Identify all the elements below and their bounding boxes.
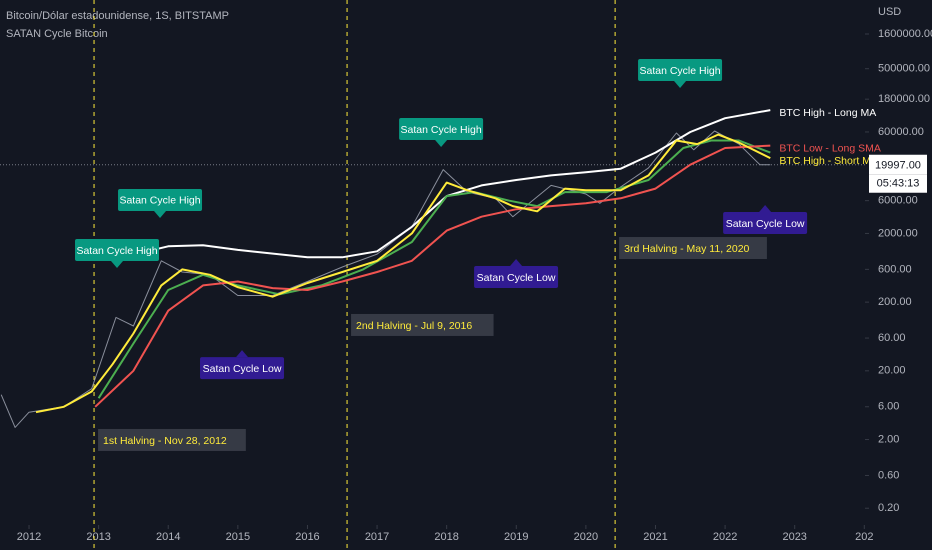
y-tick-label: 20.00 — [878, 365, 906, 377]
x-tick-label: 2014 — [156, 531, 180, 543]
x-tick-label: 2018 — [434, 531, 458, 543]
cycle-high-box — [638, 58, 723, 81]
y-tick-label: 6.00 — [878, 401, 899, 413]
y-tick-label: 1600000.00 — [878, 28, 932, 40]
halving-text: 3rd Halving - May 11, 2020 — [624, 243, 749, 255]
x-tick-label: 2023 — [782, 531, 806, 543]
indicator-title: SATAN Cycle Bitcoin — [6, 28, 108, 40]
halving-box — [619, 237, 767, 260]
x-tick-label: 2019 — [504, 531, 528, 543]
cycle-high-text: Satan Cycle High — [639, 65, 720, 77]
cycle-low-box — [474, 265, 559, 288]
x-tick-label: 2022 — [713, 531, 737, 543]
series-label: BTC High - Short MA — [779, 155, 878, 167]
halving-box — [351, 313, 494, 336]
y-tick-label: 200.00 — [878, 296, 912, 308]
ma-line — [97, 139, 771, 399]
ma-line — [94, 144, 771, 408]
plot-area — [0, 0, 865, 550]
cycle-low-text: Satan Cycle Low — [726, 218, 805, 230]
x-tick-label: 2017 — [365, 531, 389, 543]
x-tick-label: 2020 — [574, 531, 598, 543]
cycle-high-text: Satan Cycle High — [119, 195, 200, 207]
symbol-title: Bitcoin/Dólar estadounidense, 1S, BITSTA… — [6, 10, 229, 22]
cycle-low-pointer — [759, 204, 772, 212]
cycle-low-text: Satan Cycle Low — [203, 363, 282, 375]
y-tick-label: 500000.00 — [878, 63, 930, 75]
price-tag — [869, 154, 927, 175]
halving-text: 1st Halving - Nov 28, 2012 — [103, 435, 227, 447]
cycle-low-text: Satan Cycle Low — [477, 272, 556, 284]
cycle-high-text: Satan Cycle High — [76, 245, 157, 257]
cycle-low-box — [723, 211, 808, 234]
cycle-low-pointer — [510, 258, 523, 266]
halving-box — [98, 428, 246, 451]
y-tick-label: 6000.00 — [878, 195, 918, 207]
y-tick-label: 60000.00 — [878, 126, 924, 138]
countdown-text: 05:43:13 — [877, 178, 920, 190]
halving-text: 2nd Halving - Jul 9, 2016 — [356, 320, 472, 332]
x-tick-label: 2021 — [643, 531, 667, 543]
countdown-tag — [869, 174, 927, 193]
cycle-high-pointer — [111, 260, 124, 268]
cycle-high-box — [75, 238, 160, 261]
currency-label: USD — [878, 6, 901, 18]
cycle-high-pointer — [435, 140, 448, 148]
cycle-high-pointer — [674, 80, 687, 88]
y-tick-label: 60.00 — [878, 332, 906, 344]
x-tick-label: 2012 — [17, 531, 41, 543]
cycle-high-pointer — [154, 210, 167, 218]
cycle-low-box — [200, 357, 285, 380]
series-label: BTC High - Long MA — [779, 107, 876, 119]
x-tick-label: 2016 — [295, 531, 319, 543]
cycle-low-pointer — [236, 350, 249, 358]
x-tick-label: 2015 — [226, 531, 250, 543]
y-tick-label: 0.20 — [878, 502, 899, 514]
x-tick-label: 2013 — [86, 531, 110, 543]
cycle-high-box — [118, 188, 203, 211]
y-tick-label: 2.00 — [878, 433, 899, 445]
cycle-high-text: Satan Cycle High — [401, 124, 482, 136]
ma-line — [35, 133, 771, 414]
y-tick-label: 0.60 — [878, 469, 899, 481]
cycle-high-box — [399, 118, 484, 141]
y-tick-label: 600.00 — [878, 263, 912, 275]
y-tick-label: 180000.00 — [878, 93, 930, 105]
ma-line — [119, 109, 771, 259]
price-tag-text: 19997.00 — [875, 160, 921, 172]
series-label: BTC Low - Long SMA — [779, 142, 881, 154]
x-tick-label: 202 — [855, 531, 873, 543]
y-tick-label: 2000.00 — [878, 227, 918, 239]
